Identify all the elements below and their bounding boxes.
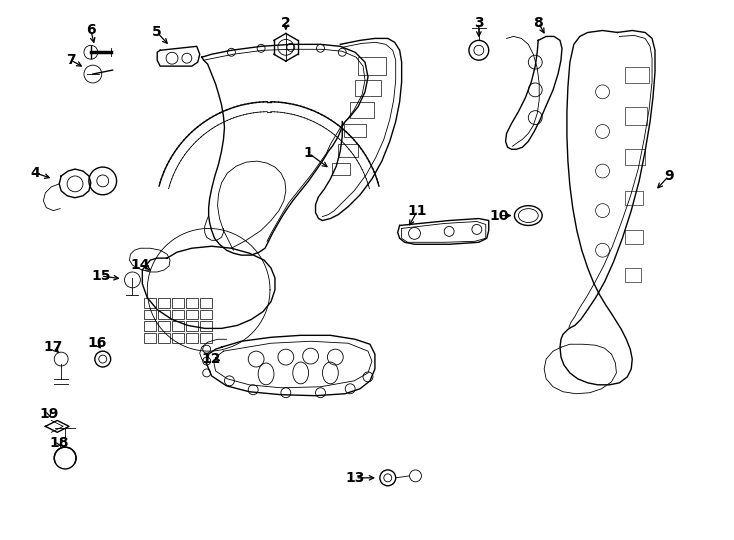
Bar bbox=[625, 191, 643, 205]
Text: 15: 15 bbox=[91, 269, 111, 283]
Bar bbox=[350, 102, 374, 118]
Text: 14: 14 bbox=[131, 258, 150, 272]
Bar bbox=[200, 333, 211, 343]
Text: 10: 10 bbox=[489, 208, 509, 222]
Bar bbox=[145, 321, 156, 332]
Text: 6: 6 bbox=[86, 23, 95, 37]
Bar bbox=[186, 298, 197, 308]
Bar bbox=[172, 333, 184, 343]
Bar bbox=[625, 268, 642, 282]
Bar bbox=[172, 321, 184, 332]
Text: 16: 16 bbox=[87, 336, 106, 350]
Bar bbox=[145, 309, 156, 320]
Text: 8: 8 bbox=[534, 16, 543, 30]
Bar bbox=[145, 298, 156, 308]
Bar bbox=[625, 149, 645, 165]
Bar bbox=[358, 57, 386, 75]
Text: 12: 12 bbox=[202, 352, 222, 366]
Bar bbox=[333, 163, 350, 175]
Text: 9: 9 bbox=[664, 169, 674, 183]
Text: 1: 1 bbox=[304, 146, 313, 160]
Text: 11: 11 bbox=[407, 204, 427, 218]
Bar bbox=[625, 107, 647, 125]
Bar bbox=[158, 309, 170, 320]
Bar bbox=[172, 298, 184, 308]
Text: 13: 13 bbox=[346, 471, 365, 485]
Bar bbox=[625, 67, 649, 83]
Bar bbox=[158, 333, 170, 343]
Bar bbox=[344, 124, 366, 137]
Bar bbox=[186, 333, 197, 343]
Bar bbox=[158, 298, 170, 308]
Bar bbox=[200, 298, 211, 308]
Text: 18: 18 bbox=[49, 436, 69, 450]
Bar bbox=[338, 144, 358, 157]
Text: 3: 3 bbox=[474, 16, 484, 30]
Bar bbox=[200, 309, 211, 320]
Text: 2: 2 bbox=[281, 16, 291, 30]
Bar bbox=[158, 321, 170, 332]
Bar bbox=[172, 309, 184, 320]
Text: 7: 7 bbox=[66, 53, 76, 67]
Bar bbox=[200, 321, 211, 332]
Text: 5: 5 bbox=[153, 25, 162, 39]
Bar bbox=[145, 333, 156, 343]
Bar bbox=[186, 321, 197, 332]
Bar bbox=[355, 80, 381, 96]
Text: 17: 17 bbox=[43, 340, 63, 354]
Bar bbox=[625, 231, 643, 244]
Bar bbox=[186, 309, 197, 320]
Text: 4: 4 bbox=[31, 166, 40, 180]
Text: 19: 19 bbox=[40, 407, 59, 421]
